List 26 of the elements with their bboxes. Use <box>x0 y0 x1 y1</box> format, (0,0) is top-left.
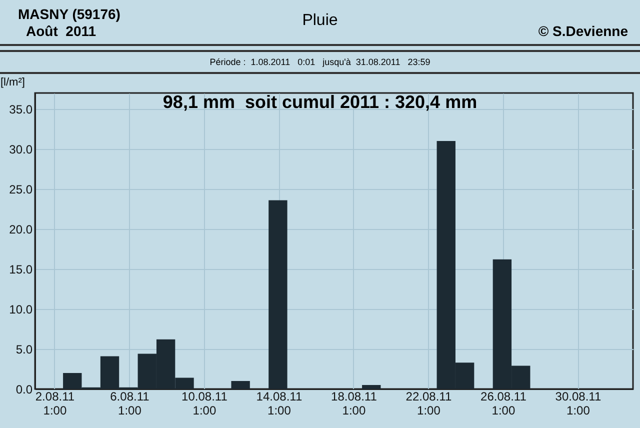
bar <box>362 385 381 389</box>
x-tick-label: 10.08.11 1:00 <box>182 390 228 418</box>
y-tick-label: 15.0 <box>9 262 33 276</box>
x-tick-label: 22.08.11 1:00 <box>406 390 452 418</box>
x-tick-label: 18.08.11 1:00 <box>331 390 378 418</box>
y-tick-label: 30.0 <box>9 142 33 156</box>
annotation: 98,1 mm soit cumul 2011 : 320,4 mm <box>162 92 478 112</box>
text: © S.Devienne <box>538 23 628 39</box>
x-tick-label: 26.08.11 1:00 <box>480 390 527 418</box>
y-tick-label: 25.0 <box>9 182 33 196</box>
y-tick-label: 5.0 <box>16 342 33 356</box>
text: Période : 1.08.2011 0:01 jusqu'à 31.08.2011 23:59 <box>0 50 640 74</box>
y-tick-label: 10.0 <box>9 302 33 316</box>
y-tick-label: 0.0 <box>16 382 33 396</box>
x-tick-label: 6.08.11 1:00 <box>110 390 150 418</box>
y-axis-title: [l/m²] <box>0 76 25 88</box>
x-tick-label: 14.08.11 1:00 <box>256 390 302 418</box>
y-tick-label: 35.0 <box>9 102 33 116</box>
text: MASNY (59176) <box>18 6 120 22</box>
x-tick-label: 2.08.11 1:00 <box>35 390 75 418</box>
y-tick-label: 20.0 <box>9 222 33 236</box>
bar <box>231 381 250 389</box>
x-tick-label: 30.08.11 1:00 <box>555 390 602 418</box>
bar <box>268 200 288 389</box>
chart-title: Pluie <box>302 12 338 29</box>
text: Août 2011 <box>26 23 96 39</box>
